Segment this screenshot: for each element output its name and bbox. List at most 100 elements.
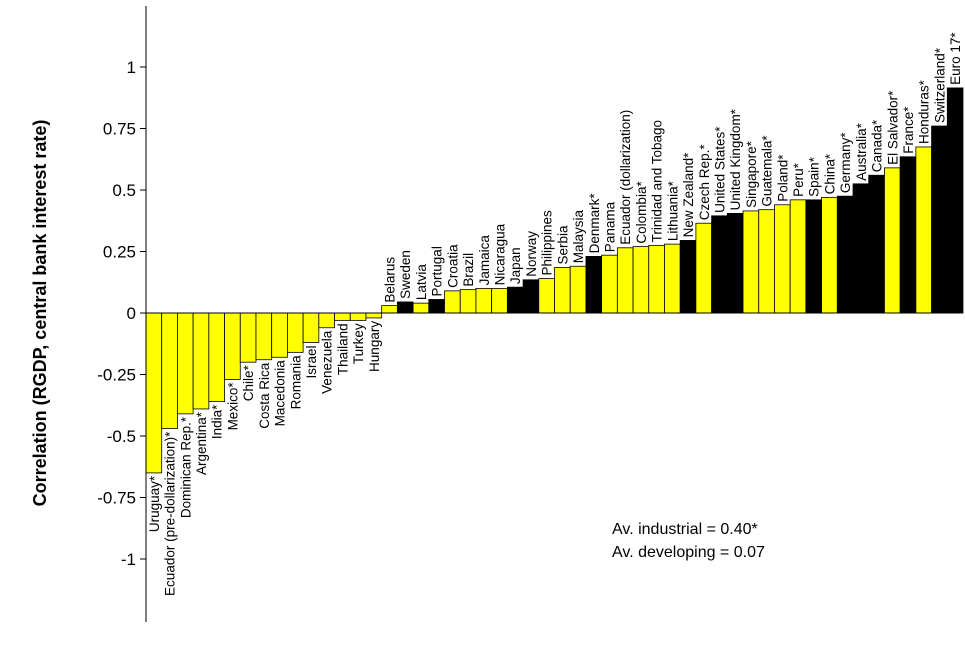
bar xyxy=(224,312,241,380)
category-label: Latvia xyxy=(414,264,429,301)
y-tick-label: 0.75 xyxy=(103,120,136,139)
category-label: Mexico* xyxy=(225,382,240,431)
bar xyxy=(318,312,335,329)
category-label: Norway xyxy=(524,231,539,277)
category-label: Venezuela xyxy=(320,330,335,394)
category-label: Czech Rep.* xyxy=(697,144,712,221)
bar xyxy=(538,278,555,314)
bar xyxy=(774,204,791,314)
bar xyxy=(302,312,320,343)
category-label: El Salvador* xyxy=(885,90,900,165)
bar xyxy=(569,265,587,314)
category-label: Canada* xyxy=(870,119,885,172)
category-label: Portugal xyxy=(430,246,445,296)
category-label: Serbia xyxy=(555,225,570,265)
category-label: Singapore* xyxy=(744,140,759,208)
y-tick-label: -0.5 xyxy=(107,427,136,446)
bar xyxy=(821,196,838,314)
bar xyxy=(601,254,618,314)
category-label: Macedonia xyxy=(273,360,288,427)
category-label: Lithuania* xyxy=(665,180,680,241)
category-labels: Uruguay* Ecuador (pre-dollarization)* Domi… xyxy=(147,32,963,596)
category-label: Argentina* xyxy=(194,411,209,475)
bar xyxy=(884,167,901,314)
bar xyxy=(522,279,540,314)
category-label: Uruguay* xyxy=(147,475,162,532)
bar xyxy=(349,312,367,321)
bar xyxy=(145,312,163,474)
category-label: Panama xyxy=(602,201,617,252)
bar xyxy=(491,287,508,314)
bar xyxy=(695,222,713,314)
y-tick-label: 1 xyxy=(127,58,136,77)
category-label: India* xyxy=(210,404,225,439)
bar xyxy=(475,287,493,314)
category-label: Belarus xyxy=(383,257,398,303)
category-label: Malaysia xyxy=(571,209,586,263)
category-label: Philippines xyxy=(540,210,555,276)
category-label: Ecuador (pre-dollarization)* xyxy=(163,431,178,596)
category-label: Euro 17* xyxy=(948,32,963,85)
bar xyxy=(365,312,383,319)
bar xyxy=(946,87,964,314)
bar xyxy=(742,210,760,314)
bar xyxy=(899,156,917,314)
category-label: Chile* xyxy=(241,364,256,401)
bar xyxy=(208,312,225,402)
y-axis-label: Correlation (RGDP, central bank interest… xyxy=(30,120,50,507)
bar xyxy=(381,305,398,314)
bar xyxy=(286,312,304,353)
category-label: Australia* xyxy=(854,122,869,181)
category-label: Romania xyxy=(288,355,303,410)
y-tick-label: -0.75 xyxy=(97,489,136,508)
bar xyxy=(789,199,807,314)
category-label: Guatemala* xyxy=(760,135,775,207)
bar xyxy=(616,247,634,314)
category-label: Honduras* xyxy=(917,79,932,144)
bar xyxy=(648,244,665,314)
category-label: Turkey xyxy=(351,323,366,364)
bar xyxy=(161,312,178,430)
category-label: Nicaragua xyxy=(493,223,508,285)
category-label: Peru* xyxy=(791,162,806,197)
category-label: Poland* xyxy=(775,154,790,202)
category-label: Switzerland* xyxy=(932,47,947,123)
bar xyxy=(506,286,524,314)
bar xyxy=(585,256,603,314)
category-label: Croatia xyxy=(445,244,460,288)
bar xyxy=(271,312,288,358)
bar xyxy=(664,243,681,314)
category-label: Dominican Rep.* xyxy=(178,416,193,518)
bars xyxy=(145,87,964,474)
y-tick-label: 0.5 xyxy=(112,181,136,200)
bar xyxy=(868,174,885,314)
bar xyxy=(726,212,744,314)
y-tick-label: 0.25 xyxy=(103,243,136,262)
bar xyxy=(412,302,430,314)
category-label: China* xyxy=(822,153,837,194)
bar xyxy=(334,312,351,321)
bar xyxy=(255,312,273,361)
category-label: Sweden xyxy=(398,250,413,299)
bar xyxy=(836,195,854,314)
category-label: Jamaica xyxy=(477,235,492,286)
bar xyxy=(711,215,728,314)
category-label: United States* xyxy=(712,126,727,213)
y-axis-ticks: 1 0.75 0.5 0.25 0 -0.25 -0.5 -0.75 -1 xyxy=(97,58,146,569)
bar xyxy=(444,290,461,314)
bar xyxy=(915,146,932,314)
category-label: Japan xyxy=(508,247,523,284)
bar xyxy=(632,246,650,314)
bar xyxy=(805,199,822,314)
y-tick-label: 0 xyxy=(127,304,136,323)
bar xyxy=(679,240,697,314)
y-tick-label: -1 xyxy=(121,550,136,569)
category-label: Trinidad and Tobago xyxy=(650,120,665,242)
bar xyxy=(239,312,257,363)
category-label: Brazil xyxy=(461,253,476,287)
bar xyxy=(428,299,445,314)
category-label: Hungary xyxy=(367,321,382,372)
category-label: Spain* xyxy=(807,156,822,197)
bar xyxy=(554,267,571,314)
